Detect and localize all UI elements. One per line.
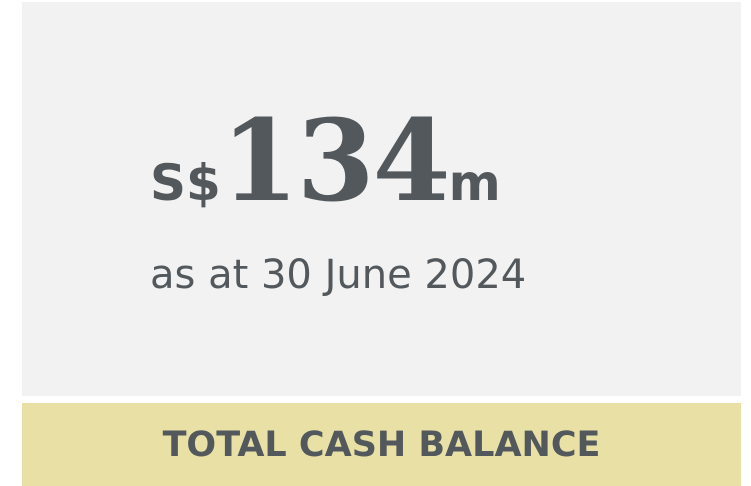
as-at-date: as at 30 June 2024 — [150, 252, 527, 298]
currency-prefix: S$ — [150, 154, 221, 212]
label-band: TOTAL CASH BALANCE — [22, 403, 741, 486]
stat-panel: S$134m as at 30 June 2024 — [22, 2, 741, 396]
unit-suffix: m — [448, 154, 501, 212]
amount: 134 — [220, 96, 451, 227]
headline-figure: S$134m — [150, 106, 501, 218]
caption: TOTAL CASH BALANCE — [162, 424, 601, 465]
